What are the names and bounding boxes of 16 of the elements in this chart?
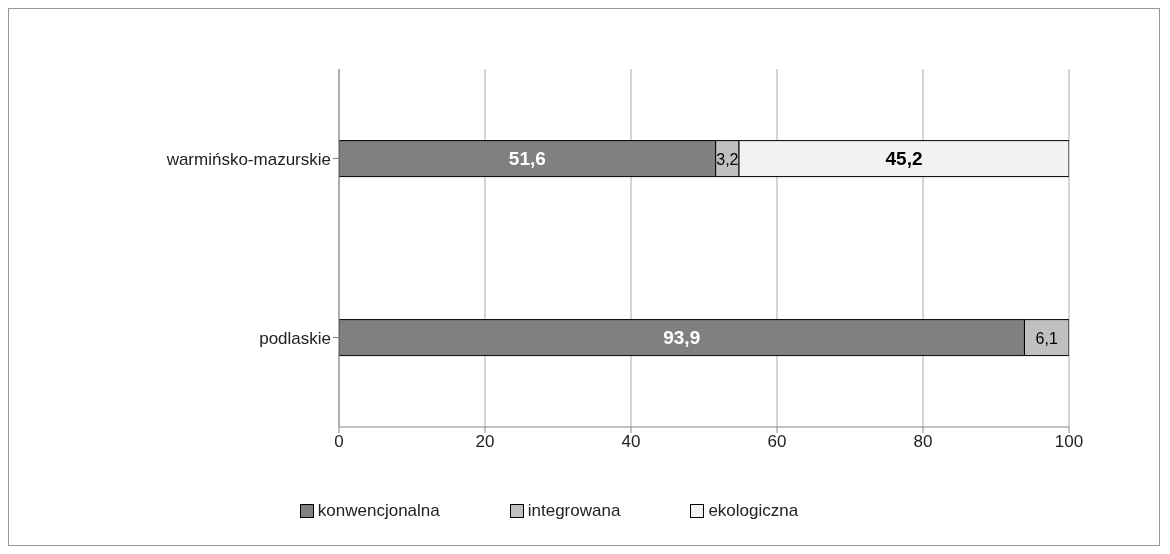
x-tick-label: 40 [621,432,641,452]
x-tick-label: 20 [475,432,495,452]
y-tick-label: warmińsko-mazurskie [165,149,331,169]
legend-label: konwencjonalna [317,501,440,521]
data-label: 6,1 [1035,329,1058,347]
data-label: 3,2 [716,150,739,168]
data-label: 51,6 [508,147,546,169]
x-tick-label: 80 [913,432,933,452]
x-tick-label: 100 [1054,432,1084,452]
legend-label: ekologiczna [708,501,799,521]
x-tick-label: 60 [767,432,787,452]
legend-label: integrowana [527,501,621,521]
data-label: 93,9 [663,326,701,348]
data-label: 45,2 [885,147,923,169]
y-tick-label: podlaskie [259,328,331,348]
x-tick-label: 0 [334,432,344,452]
